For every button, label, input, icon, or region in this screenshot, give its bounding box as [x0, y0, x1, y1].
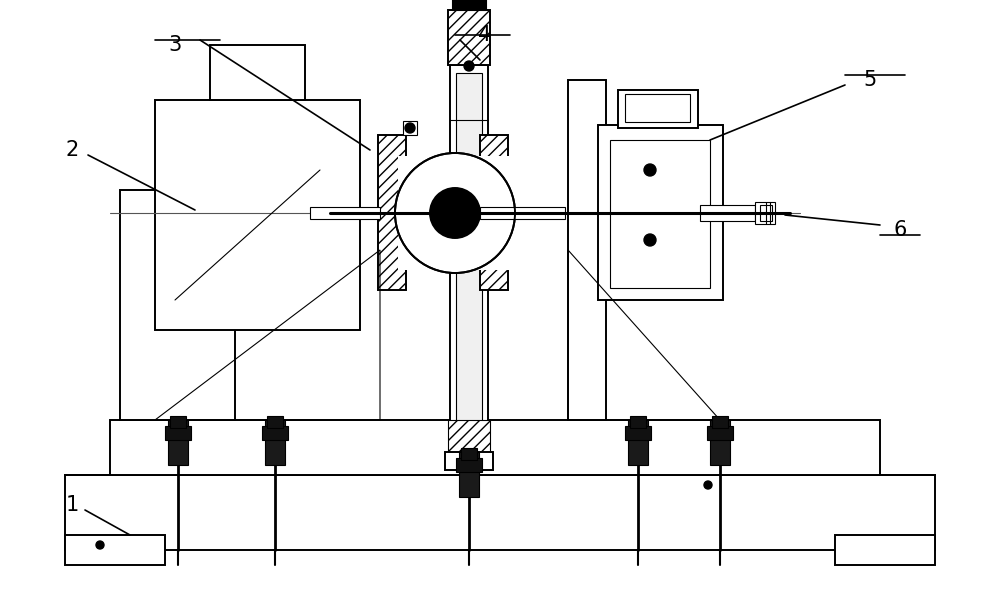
Bar: [450, 65, 488, 455]
Text: 6: 6: [893, 220, 907, 240]
Bar: [65, 535, 165, 565]
Bar: [448, 10, 490, 65]
Bar: [710, 420, 730, 465]
Bar: [459, 452, 479, 497]
Circle shape: [405, 123, 415, 133]
Bar: [155, 100, 360, 330]
Bar: [403, 121, 417, 135]
Bar: [618, 90, 698, 128]
Bar: [568, 80, 606, 420]
Circle shape: [464, 61, 474, 71]
Bar: [456, 73, 482, 448]
Bar: [598, 125, 723, 300]
Circle shape: [644, 164, 656, 176]
Text: 4: 4: [478, 25, 492, 45]
Bar: [398, 156, 512, 270]
Bar: [452, 0, 486, 10]
Bar: [628, 420, 648, 465]
Bar: [835, 535, 935, 565]
Bar: [267, 416, 283, 428]
Bar: [170, 416, 186, 428]
Bar: [445, 452, 493, 470]
Bar: [165, 426, 191, 440]
Bar: [712, 416, 728, 428]
Bar: [760, 205, 772, 221]
Bar: [210, 45, 305, 100]
Bar: [110, 420, 880, 475]
Bar: [480, 135, 508, 290]
Bar: [461, 448, 477, 460]
Bar: [707, 426, 733, 440]
Circle shape: [704, 481, 712, 489]
Bar: [625, 426, 651, 440]
Circle shape: [395, 153, 515, 273]
Text: 2: 2: [65, 140, 79, 160]
Bar: [448, 420, 490, 455]
Circle shape: [96, 541, 104, 549]
Text: 5: 5: [863, 70, 877, 90]
Text: 3: 3: [168, 35, 182, 55]
Bar: [755, 202, 775, 224]
Bar: [120, 190, 235, 420]
Bar: [480, 207, 565, 219]
Bar: [265, 420, 285, 465]
Bar: [610, 140, 710, 288]
Bar: [378, 135, 406, 290]
Circle shape: [644, 234, 656, 246]
Bar: [456, 458, 482, 472]
Text: 1: 1: [65, 495, 79, 515]
Bar: [168, 420, 188, 465]
Bar: [625, 94, 690, 122]
Bar: [262, 426, 288, 440]
Bar: [630, 416, 646, 428]
Circle shape: [430, 188, 480, 238]
Bar: [65, 475, 935, 550]
Bar: [310, 207, 380, 219]
Bar: [700, 205, 755, 221]
